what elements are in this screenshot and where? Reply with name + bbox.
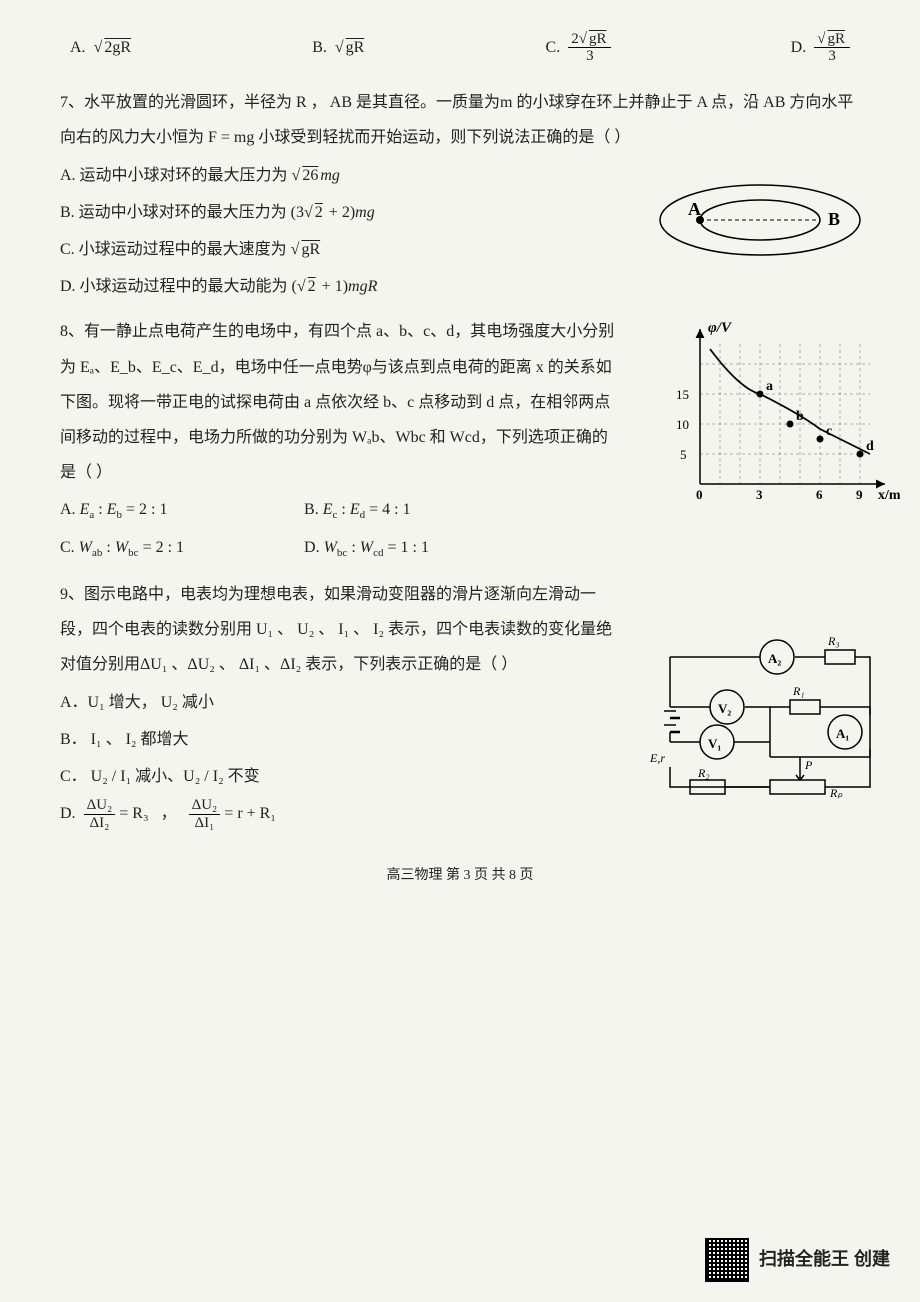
opt-label: D. <box>791 30 807 65</box>
question-7: 7、水平放置的光滑圆环，半径为 R ， AB 是其直径。一质量为m 的小球穿在环… <box>60 85 860 304</box>
svg-text:0: 0 <box>696 487 703 502</box>
q8-opt-d: D. Wbc : Wcd = 1 : 1 <box>304 530 429 565</box>
svg-text:10: 10 <box>676 417 689 432</box>
svg-text:Rₚ: Rₚ <box>829 786 843 800</box>
svg-text:R₂: R₂ <box>697 766 710 780</box>
svg-text:a: a <box>766 379 773 394</box>
opt-label: A. <box>70 30 86 65</box>
q9-opt-c: C． U₂ / I₁ 减小、U₂ / I₂ 不变 <box>60 759 620 794</box>
q7-figure-ring: A B <box>650 145 870 295</box>
q8-stem: 8、有一静止点电荷产生的电场中，有四个点 a、b、c、d，其电场强度大小分别为 … <box>60 314 620 490</box>
svg-text:9: 9 <box>856 487 863 502</box>
q8-figure-graph: φ/V x/m 5 10 15 0 3 6 9 a b c d <box>660 314 900 514</box>
svg-text:V₁: V₁ <box>708 736 721 751</box>
qr-icon <box>705 1238 749 1282</box>
fraction: 2√gR 3 <box>568 31 611 65</box>
q9-figure-circuit: A₂ R₃ V₂ R₁ A₁ V₁ E,r R₂ Rₚ P <box>650 637 880 807</box>
svg-text:E,r: E,r <box>650 751 665 765</box>
scan-text: 扫描全能王 创建 <box>759 1240 890 1280</box>
q7-opt-d: D. 小球运动过程中的最大动能为 (√2 + 1)mgR <box>60 269 620 304</box>
svg-text:R₃: R₃ <box>827 637 840 648</box>
opt-label: C. <box>546 30 561 65</box>
q7-opt-c: C. 小球运动过程中的最大速度为 √gR <box>60 232 620 267</box>
svg-text:15: 15 <box>676 387 689 402</box>
q6-opt-d: D. √gR 3 <box>791 30 850 65</box>
opt-expr: √gR <box>335 30 366 65</box>
svg-text:5: 5 <box>680 447 687 462</box>
q7-opt-b: B. 运动中小球对环的最大压力为 (3√2 + 2)mg <box>60 195 620 230</box>
svg-text:c: c <box>826 424 832 439</box>
xlabel: x/m <box>878 488 900 503</box>
label-A: A <box>688 199 701 219</box>
page-footer: 高三物理 第 3 页 共 8 页 <box>60 861 860 892</box>
svg-text:d: d <box>866 439 874 454</box>
q7-opt-a: A. 运动中小球对环的最大压力为 √26mg <box>60 158 620 193</box>
ylabel: φ/V <box>708 320 733 336</box>
label-B: B <box>828 209 840 229</box>
svg-text:P: P <box>804 758 813 772</box>
svg-text:3: 3 <box>756 487 763 502</box>
q8-opt-b: B. Ec : Ed = 4 : 1 <box>304 492 429 527</box>
q9-opt-d: D. ΔU₂ΔI₂ = R₃ ， ΔU₂ΔI₁ = r + R₁ <box>60 796 620 831</box>
svg-text:R₁: R₁ <box>792 684 805 698</box>
opt-label: B. <box>312 30 327 65</box>
q9-stem: 9、图示电路中，电表均为理想电表，如果滑动变阻器的滑片逐渐向左滑动一段，四个电表… <box>60 577 620 683</box>
svg-text:6: 6 <box>816 487 823 502</box>
question-8: 8、有一静止点电荷产生的电场中，有四个点 a、b、c、d，其电场强度大小分别为 … <box>60 314 860 567</box>
question-9: 9、图示电路中，电表均为理想电表，如果滑动变阻器的滑片逐渐向左滑动一段，四个电表… <box>60 577 860 831</box>
svg-text:b: b <box>796 409 804 424</box>
q6-opt-a: A. √2gR <box>70 30 133 65</box>
scan-watermark: 扫描全能王 创建 <box>705 1238 890 1282</box>
opt-expr: √2gR <box>94 30 133 65</box>
q6-opt-b: B. √gR <box>312 30 366 65</box>
q8-opt-c: C. Wab : Wbc = 2 : 1 <box>60 530 184 565</box>
q9-opt-a: A．U₁ 增大， U₂ 减小 <box>60 685 620 720</box>
q8-opt-a: A. Ea : Eb = 2 : 1 <box>60 492 184 527</box>
svg-text:V₂: V₂ <box>718 701 731 716</box>
svg-text:A₂: A₂ <box>768 651 781 666</box>
fraction: √gR 3 <box>814 31 850 65</box>
svg-text:A₁: A₁ <box>836 726 849 741</box>
q9-opt-b: B． I₁ 、 I₂ 都增大 <box>60 722 620 757</box>
q6-opt-c: C. 2√gR 3 <box>546 30 612 65</box>
q6-options: A. √2gR B. √gR C. 2√gR 3 D. √gR 3 <box>60 30 860 85</box>
